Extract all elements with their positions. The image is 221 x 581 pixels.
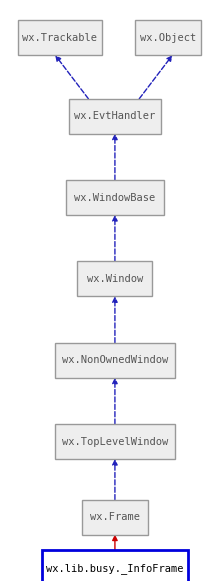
Text: wx.Trackable: wx.Trackable: [22, 33, 97, 43]
FancyBboxPatch shape: [66, 180, 164, 215]
FancyBboxPatch shape: [42, 550, 188, 581]
Text: wx.Object: wx.Object: [140, 33, 196, 43]
FancyBboxPatch shape: [55, 424, 175, 459]
FancyBboxPatch shape: [77, 261, 152, 296]
FancyBboxPatch shape: [55, 343, 175, 378]
Text: wx.TopLevelWindow: wx.TopLevelWindow: [62, 436, 168, 447]
Text: wx.NonOwnedWindow: wx.NonOwnedWindow: [62, 355, 168, 365]
Text: wx.Window: wx.Window: [87, 274, 143, 284]
Text: wx.Frame: wx.Frame: [90, 512, 140, 522]
FancyBboxPatch shape: [69, 99, 161, 134]
FancyBboxPatch shape: [82, 500, 148, 535]
Text: wx.WindowBase: wx.WindowBase: [74, 192, 156, 203]
FancyBboxPatch shape: [135, 20, 201, 55]
Text: wx.EvtHandler: wx.EvtHandler: [74, 111, 156, 121]
Text: wx.lib.busy._InfoFrame: wx.lib.busy._InfoFrame: [46, 563, 184, 573]
FancyBboxPatch shape: [18, 20, 102, 55]
